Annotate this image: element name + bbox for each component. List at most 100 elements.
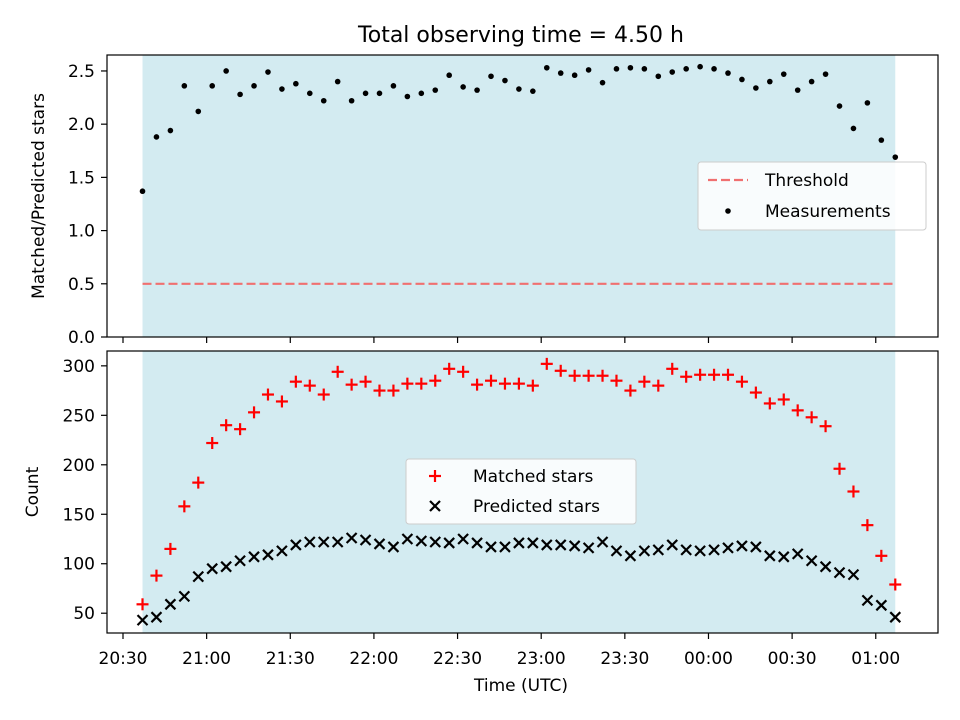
measurement-point: [850, 125, 857, 132]
measurement-point: [418, 90, 425, 97]
matched-stars-point: [220, 419, 233, 432]
predicted-stars-point: [373, 538, 386, 550]
predicted-stars-point: [764, 550, 776, 562]
matched-stars-point: [387, 384, 400, 397]
top-x-ticks: [122, 337, 877, 343]
measurement-point: [725, 70, 731, 76]
measurement-point: [460, 84, 466, 90]
measurement-point: [390, 83, 397, 89]
x-tick-label: 23:30: [600, 649, 649, 669]
predicted-stars-point: [736, 540, 748, 552]
matched-stars-point: [178, 500, 191, 513]
predicted-stars-point: [833, 566, 846, 579]
predicted-stars-point: [666, 539, 679, 551]
top-y-tick-label: 2.0: [68, 115, 95, 135]
measurement-point: [181, 83, 188, 89]
matched-stars-point: [498, 377, 511, 390]
measurement-point: [502, 77, 508, 84]
matched-stars-point: [889, 578, 902, 591]
top-y-tick-label: 0.0: [68, 328, 95, 348]
predicted-stars-point: [164, 598, 177, 611]
matched-stars-point: [708, 368, 721, 381]
top-legend: Threshold Measurements: [697, 161, 927, 231]
top-y-tick-label: 2.5: [68, 62, 95, 82]
predicted-stars-point: [178, 590, 191, 603]
predicted-stars-point: [750, 541, 762, 553]
predicted-stars-point: [805, 554, 818, 567]
matched-stars-point: [791, 404, 804, 417]
predicted-stars-point: [652, 544, 665, 556]
bottom-y-axis-label: Count: [23, 466, 43, 517]
measurement-point: [794, 87, 801, 93]
matched-stars-point: [624, 384, 637, 397]
predicted-stars-series: [136, 532, 902, 626]
measurement-point: [153, 134, 160, 140]
matched-stars-point: [819, 420, 832, 433]
measurement-point: [836, 103, 843, 109]
predicted-stars-point: [359, 534, 372, 546]
x-tick-label: 21:00: [182, 649, 231, 669]
x-tick-label: 00:30: [768, 649, 817, 669]
bottom-x-axis: 20:30 21:00 21:30 22:00 22:30 23:00 23:30 00:00…: [99, 633, 900, 669]
measurement-point: [655, 73, 662, 80]
predicted-stars-point: [680, 544, 692, 556]
matched-stars-point: [582, 369, 595, 382]
predicted-stars-point: [847, 568, 860, 581]
predicted-stars-point: [429, 536, 442, 548]
chart-title: Total observing time = 4.50 h: [357, 23, 684, 48]
predicted-stars-point: [861, 594, 874, 607]
predicted-stars-point: [819, 560, 832, 573]
measurement-point: [571, 72, 578, 79]
measurement-point: [306, 90, 313, 97]
matched-stars-point: [248, 406, 261, 419]
legend-measurements-swatch: [725, 208, 731, 214]
predicted-stars-point: [638, 545, 651, 557]
predicted-stars-point: [331, 536, 344, 548]
measurement-point: [432, 87, 439, 93]
predicted-stars-point: [415, 535, 428, 547]
predicted-stars-point: [248, 551, 260, 563]
measurement-point: [516, 86, 522, 92]
matched-stars-point: [331, 365, 344, 378]
predicted-stars-point: [234, 554, 246, 567]
predicted-stars-point: [485, 541, 497, 553]
matched-stars-point: [485, 374, 498, 387]
matched-stars-point: [596, 369, 609, 382]
top-y-tick-label: 1.0: [68, 222, 95, 242]
matched-stars-point: [457, 365, 470, 378]
predicted-stars-point: [206, 562, 218, 575]
bottom-y-tick-label: 300: [63, 357, 95, 377]
matched-stars-point: [680, 370, 693, 383]
legend-matched-swatch: [429, 470, 441, 482]
matched-stars-point: [401, 377, 414, 390]
predicted-stars-point: [889, 611, 902, 623]
measurement-point: [474, 87, 480, 93]
bottom-legend: Matched stars Predicted stars: [405, 458, 637, 525]
predicted-stars-point: [875, 599, 888, 612]
measurement-point: [780, 71, 787, 77]
x-tick-label: 01:00: [851, 649, 900, 669]
bottom-y-axis: 50 100 150 200 250 300: [63, 357, 107, 624]
measurement-point: [334, 78, 341, 85]
measurement-point: [446, 72, 452, 79]
measurement-point: [362, 90, 369, 97]
measurement-point: [613, 66, 620, 72]
matched-stars-point: [275, 395, 288, 408]
measurement-point: [683, 66, 689, 72]
predicted-stars-point: [443, 537, 455, 549]
predicted-stars-point: [387, 541, 400, 553]
matched-stars-point: [540, 357, 553, 370]
x-tick-label: 22:00: [349, 649, 398, 669]
matched-stars-point: [861, 519, 874, 532]
matched-stars-point: [234, 423, 247, 436]
measurement-point: [209, 83, 216, 89]
legend-matched-label: Matched stars: [473, 467, 593, 487]
matched-stars-point: [777, 393, 790, 406]
top-panel: 0.0 0.5 1.0 1.5 2.0 2.5 Matched/Predicted sta…: [29, 54, 939, 348]
predicted-stars-point: [471, 537, 483, 549]
matched-stars-point: [721, 368, 734, 381]
predicted-stars-point: [610, 545, 623, 557]
top-y-axis: 0.0 0.5 1.0 1.5 2.0 2.5: [68, 62, 107, 348]
matched-stars-point: [610, 374, 623, 387]
